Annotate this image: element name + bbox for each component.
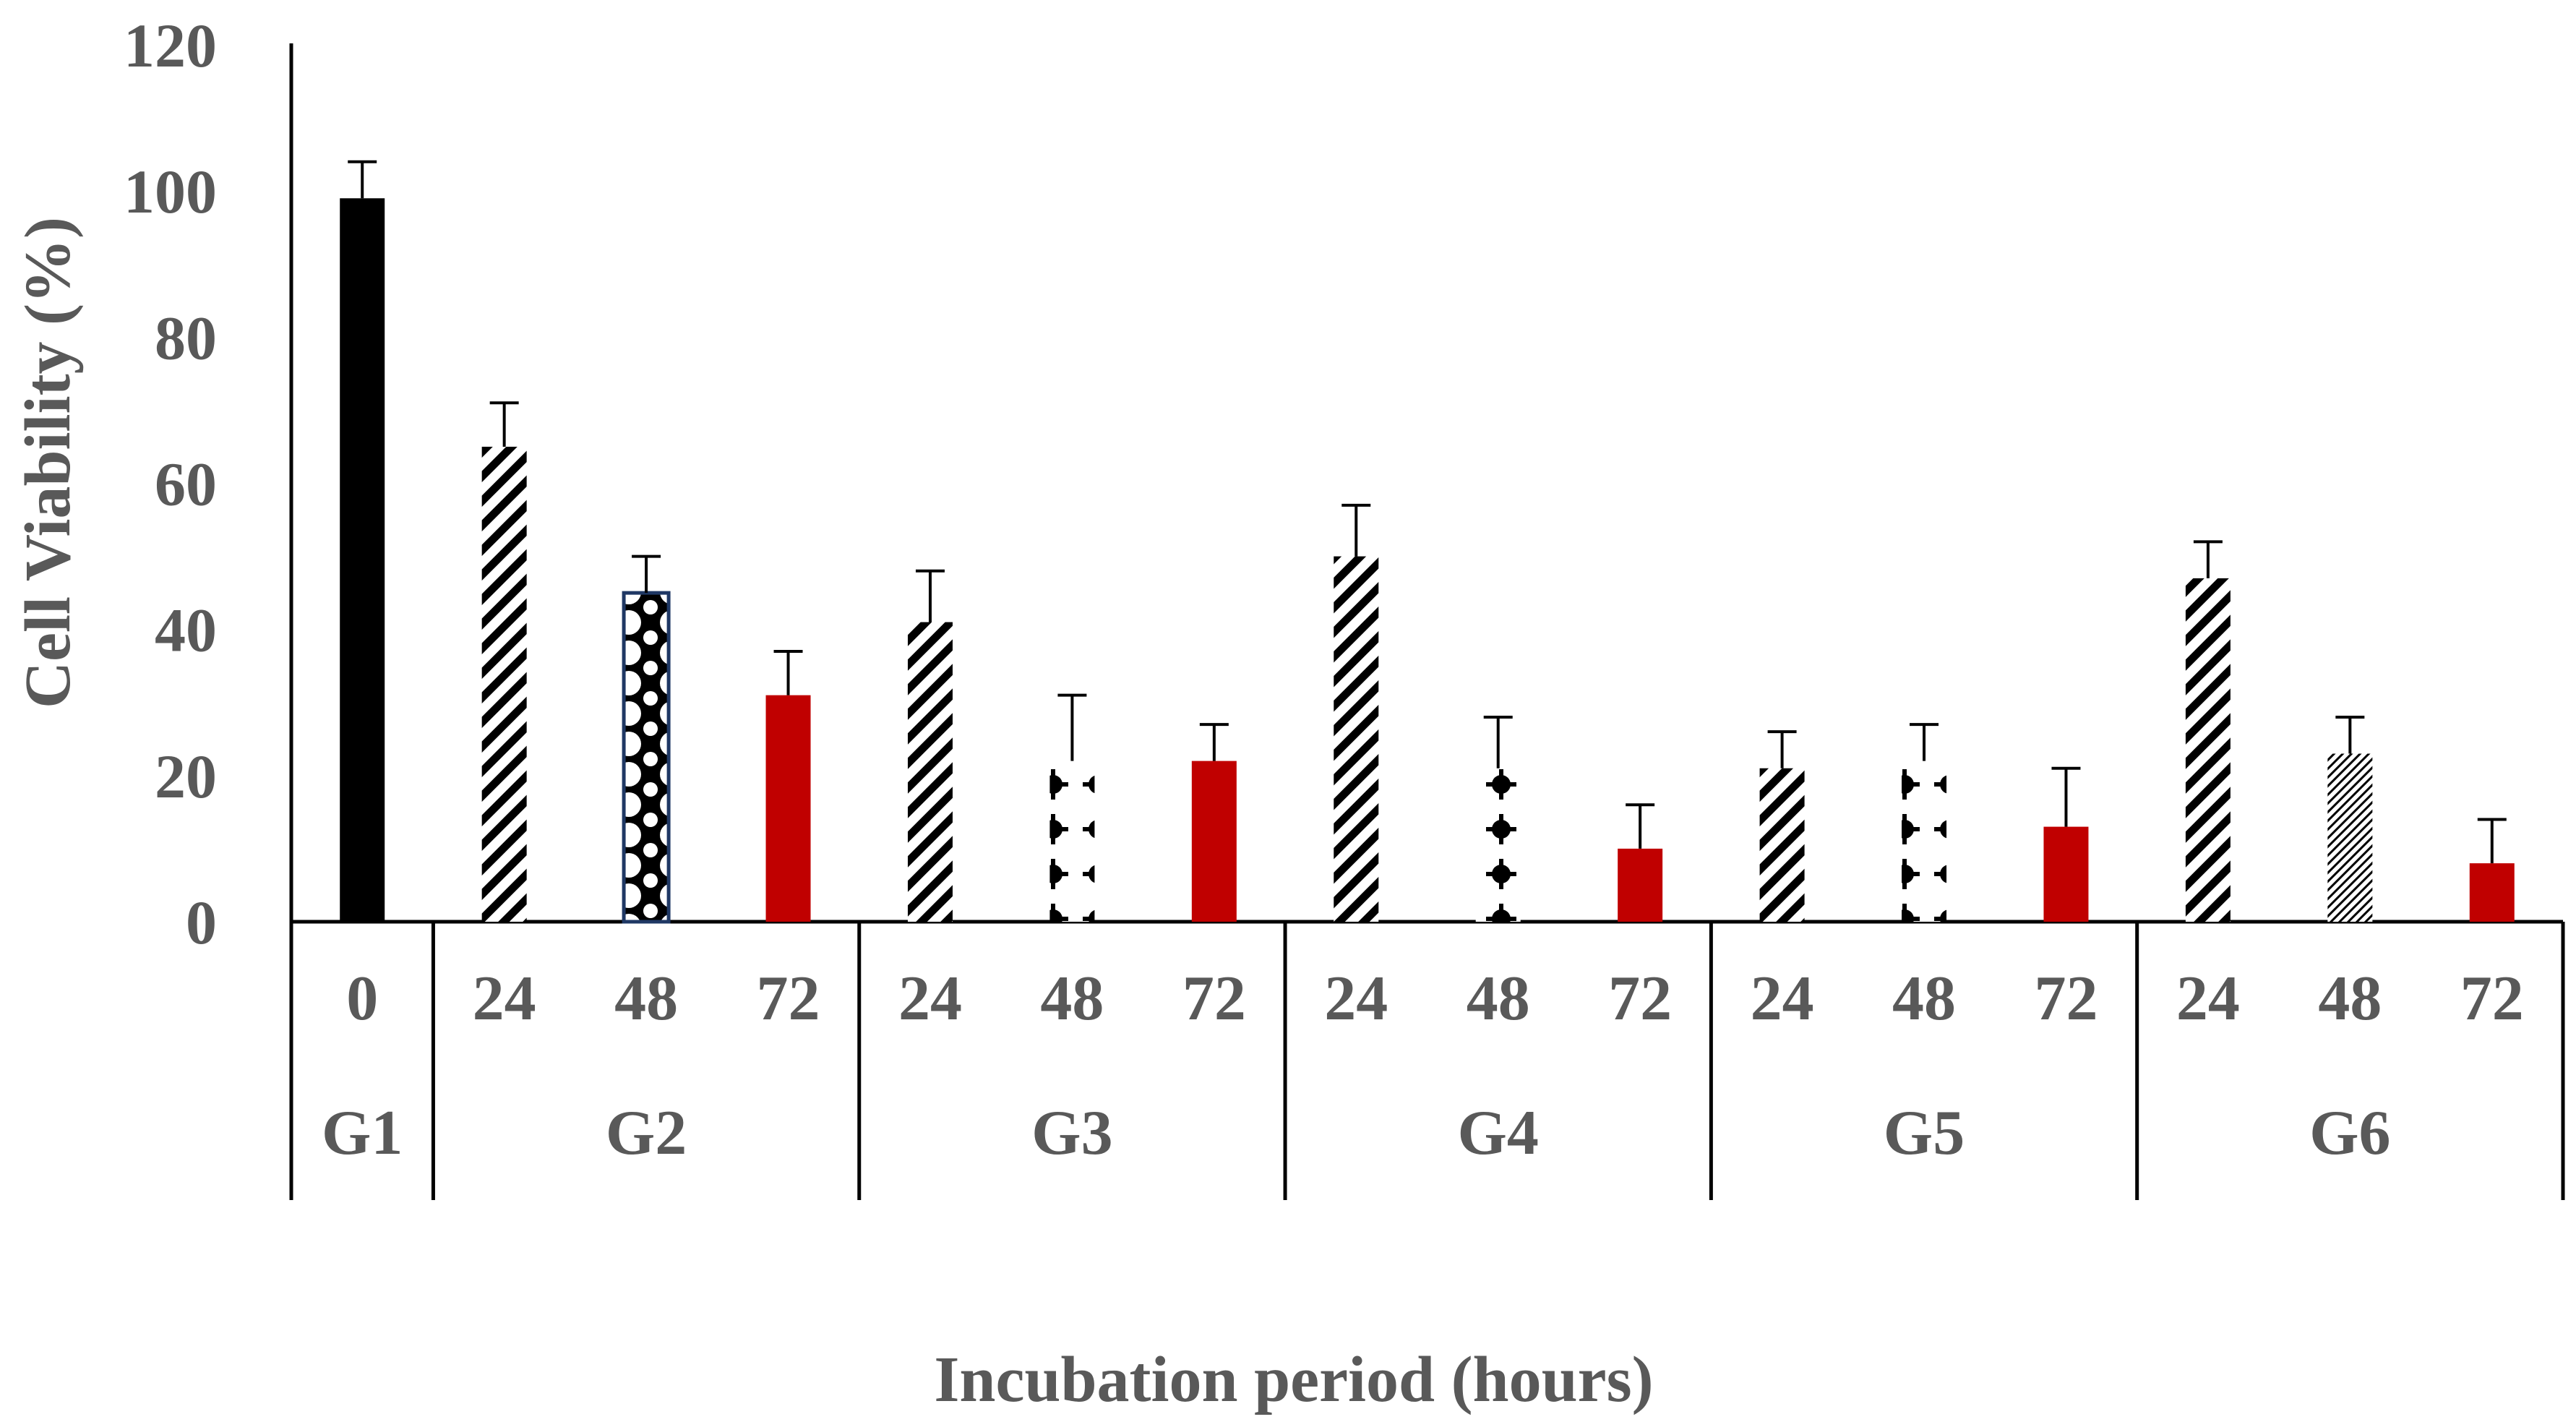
bar-g5-72 [2043,826,2089,922]
category-label: 72 [1182,964,1246,1034]
group-label-g6: G6 [2309,1098,2390,1168]
y-tick-label: 20 [155,742,217,811]
y-tick-label: 120 [124,11,217,80]
category-label: 72 [1608,964,1672,1034]
category-label: 48 [614,964,678,1034]
category-label: 48 [1467,964,1530,1034]
category-label: 24 [1751,964,1814,1034]
bar-g6-48 [2327,753,2373,922]
y-tick-label: 40 [155,596,217,665]
category-label: 0 [346,964,378,1034]
group-label-g4: G4 [1457,1098,1538,1168]
bar-g3-72 [1191,761,1237,922]
bar-g3-24 [907,622,953,922]
category-label: 48 [1040,964,1104,1034]
category-label: 24 [473,964,536,1034]
y-tick-label: 80 [155,303,217,372]
group-label-g5: G5 [1884,1098,1965,1168]
bar-g4-72 [1618,848,1663,922]
group-label-g3: G3 [1031,1098,1112,1168]
bar-g4-48 [1475,768,1521,922]
y-tick-label: 60 [155,450,217,519]
y-tick-label: 0 [186,888,217,957]
category-label: 72 [2034,964,2098,1034]
category-label: 72 [2460,964,2524,1034]
bar-g5-24 [1759,768,1805,922]
y-axis-title: Cell Viability (%) [12,217,84,708]
y-tick-label: 100 [124,157,217,226]
bar-g1-0 [340,198,385,922]
bar-g3-48 [1049,761,1095,922]
bar-g2-72 [765,695,811,922]
bar-g2-48 [622,591,671,924]
bar-g4-24 [1334,556,1379,922]
category-label: 24 [898,964,962,1034]
bar-g6-24 [2185,578,2231,922]
labels-layer: 0 20 40 60 80 100 120 0 G1 24 48 72 G2 24 48 72 G3 24 48 72… [124,11,2524,1168]
category-label: 24 [2176,964,2240,1034]
bar-g6-72 [2469,863,2515,922]
category-label: 48 [2318,964,2382,1034]
category-label: 72 [757,964,820,1034]
category-label: 48 [1892,964,1956,1034]
error-bars-layer [348,160,2507,864]
bars-layer [340,198,2515,924]
group-label-g2: G2 [606,1098,687,1168]
category-label: 24 [1324,964,1388,1034]
group-label-g1: G1 [322,1098,403,1168]
x-axis-title: Incubation period (hours) [934,1344,1653,1415]
bar-g5-48 [1902,761,1947,922]
bar-g2-24 [481,446,527,922]
